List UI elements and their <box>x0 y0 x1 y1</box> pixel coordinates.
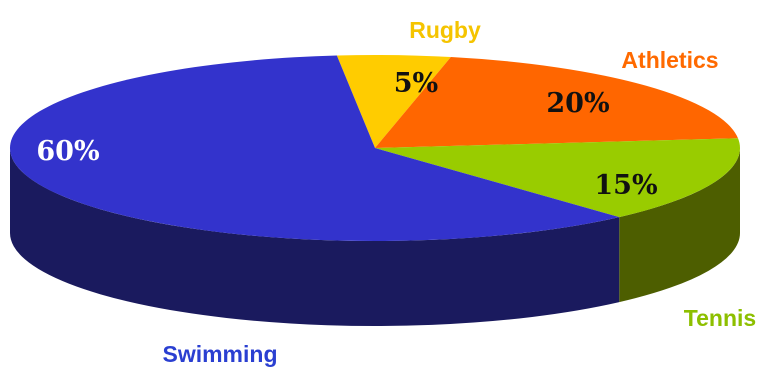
slice-tennis <box>375 138 740 218</box>
side-swimming <box>10 148 620 326</box>
slice-swimming <box>10 55 620 241</box>
label-swimming: Swimming <box>162 341 277 367</box>
value-label-tennis: 15% <box>594 170 657 201</box>
side-tennis <box>619 148 740 303</box>
label-rugby: Rugby <box>409 17 481 43</box>
slice-athletics <box>375 57 739 148</box>
label-athletics: Athletics <box>621 47 718 73</box>
value-label-rugby: 5% <box>394 68 438 99</box>
pie-labels: Rugby 5% Athletics 20% Tennis 15% Swimming 60% <box>36 17 756 367</box>
pie-top-slices <box>10 54 740 241</box>
pie-side-walls <box>10 148 740 326</box>
slice-rugby <box>336 54 451 148</box>
value-label-athletics: 20% <box>546 88 609 119</box>
value-label-swimming: 60% <box>36 136 99 167</box>
label-tennis: Tennis <box>684 305 756 331</box>
